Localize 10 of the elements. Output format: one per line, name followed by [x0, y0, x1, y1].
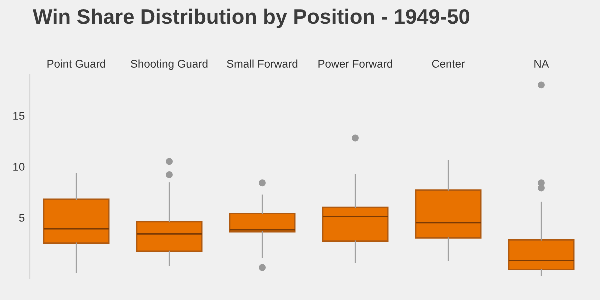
x-tick-label: Small Forward	[227, 60, 298, 68]
y-tick-label: 15	[14, 112, 25, 120]
x-tick-label: Point Guard	[48, 60, 106, 68]
y-tick-label: 5	[19, 214, 25, 222]
x-tick-label: Power Forward	[318, 60, 392, 68]
x-tick-label: NA	[534, 60, 550, 68]
x-tick-label: Shooting Guard	[131, 60, 208, 70]
chart-title: Win Share Distribution by Position - 1949-50	[33, 8, 470, 28]
y-tick-label: 10	[14, 163, 25, 171]
x-tick-label: Center	[432, 60, 465, 68]
